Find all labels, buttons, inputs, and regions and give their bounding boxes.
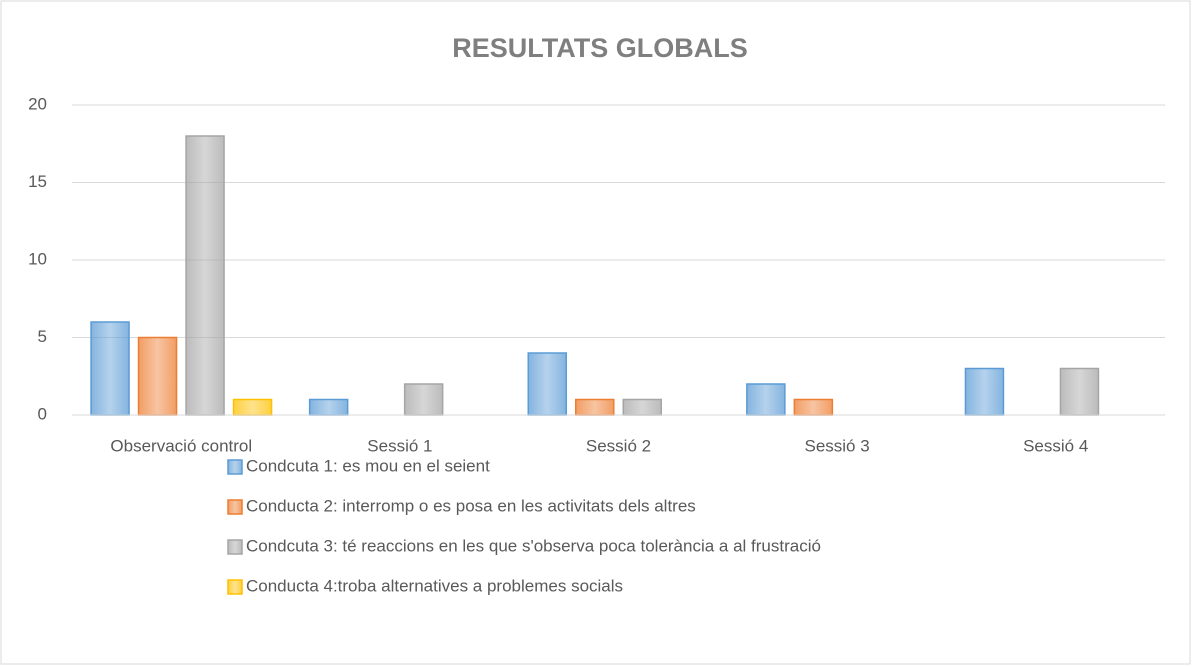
bar <box>308 398 349 416</box>
bar <box>90 321 130 416</box>
legend-swatch <box>227 579 243 595</box>
bar <box>575 398 615 416</box>
legend-label: Condcuta 3: té reaccions en les que s'ob… <box>246 536 821 555</box>
x-tick-label: Sessió 1 <box>367 436 432 455</box>
bar <box>185 135 225 416</box>
bar <box>1059 367 1100 416</box>
x-tick-label: Sessió 3 <box>804 436 869 455</box>
legend-label: Conducta 4:troba alternatives a probleme… <box>246 576 623 595</box>
legend-label: Condcuta 1: es mou en el seient <box>246 456 490 475</box>
chart-title: RESULTATS GLOBALS <box>452 33 747 63</box>
x-tick-label: Sessió 4 <box>1023 436 1088 455</box>
y-tick-label: 15 <box>28 172 47 191</box>
bar <box>137 336 178 416</box>
legend-swatch <box>227 499 243 515</box>
x-tick-label: Sessió 2 <box>586 436 651 455</box>
y-tick-label: 20 <box>28 94 47 113</box>
legend-swatch <box>227 539 243 555</box>
bar <box>527 352 567 416</box>
bar <box>793 398 834 416</box>
bar <box>622 398 662 416</box>
x-tick-label: Observació control <box>110 436 252 455</box>
legend-label: Conducta 2: interromp o es posa en les a… <box>246 496 696 515</box>
y-tick-label: 0 <box>38 404 47 423</box>
y-tick-label: 5 <box>38 327 47 346</box>
legend-swatch <box>227 459 243 475</box>
bar <box>964 367 1005 416</box>
bar <box>232 398 273 416</box>
bar <box>403 383 444 416</box>
y-tick-label: 10 <box>28 249 47 268</box>
bar <box>746 383 786 416</box>
